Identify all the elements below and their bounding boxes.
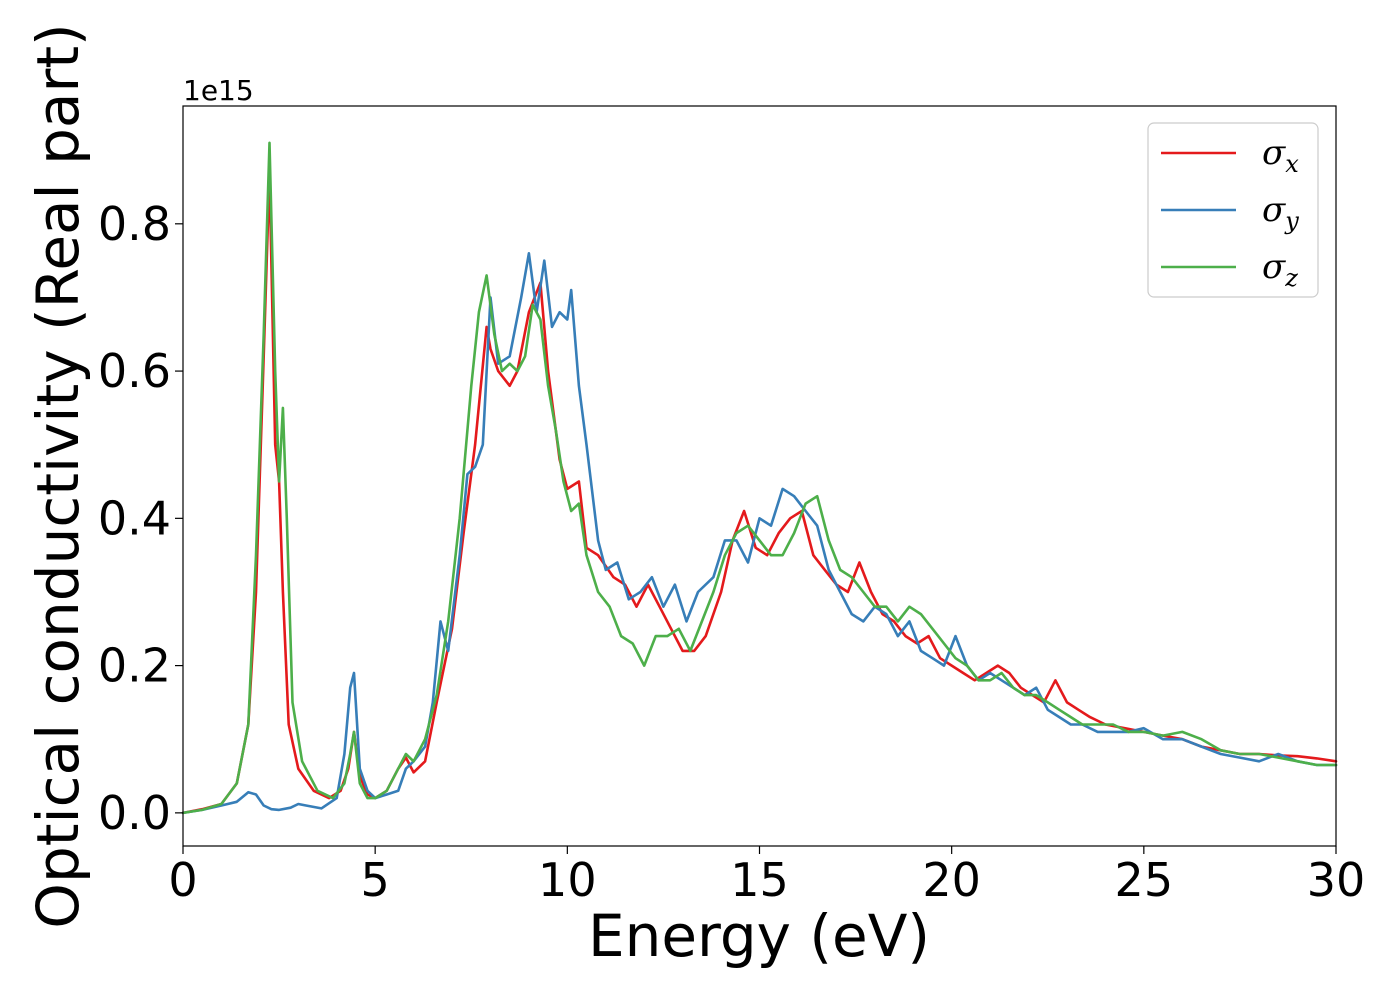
y-tick-label: 0.8 — [98, 197, 171, 251]
y-tick-label: 0.6 — [98, 344, 171, 398]
y-axis-ticks: 0.0 0.2 0.4 0.6 0.8 — [98, 197, 183, 840]
legend-items: σx σy σz — [1161, 133, 1299, 292]
x-tick-label: 30 — [1307, 853, 1366, 907]
y-tick-label: 0.4 — [98, 491, 171, 545]
y-tick-label: 0.2 — [98, 639, 171, 693]
series-layer — [181, 141, 1338, 815]
x-axis-ticks: 0 5 10 15 20 25 30 — [168, 846, 1365, 907]
y-tick-label: 0.0 — [98, 786, 171, 840]
x-axis-title: Energy (eV) — [588, 902, 930, 970]
legend: σx σy σz — [1147, 122, 1319, 298]
x-tick-label: 0 — [168, 853, 197, 907]
legend-label-y: σy — [1262, 190, 1299, 235]
legend-label-x: σx — [1262, 133, 1299, 178]
series-line-z — [181, 141, 1338, 815]
x-tick-label: 10 — [538, 853, 597, 907]
x-tick-label: 5 — [361, 853, 390, 907]
series-line-y — [181, 252, 1338, 815]
y-axis-title: Optical conductivity (Real part) — [24, 23, 92, 928]
x-tick-label: 25 — [1115, 853, 1174, 907]
x-tick-label: 20 — [922, 853, 981, 907]
x-tick-label: 15 — [730, 853, 789, 907]
legend-label-z: σz — [1262, 247, 1298, 292]
y-axis-offset-label: 1e15 — [183, 74, 254, 107]
